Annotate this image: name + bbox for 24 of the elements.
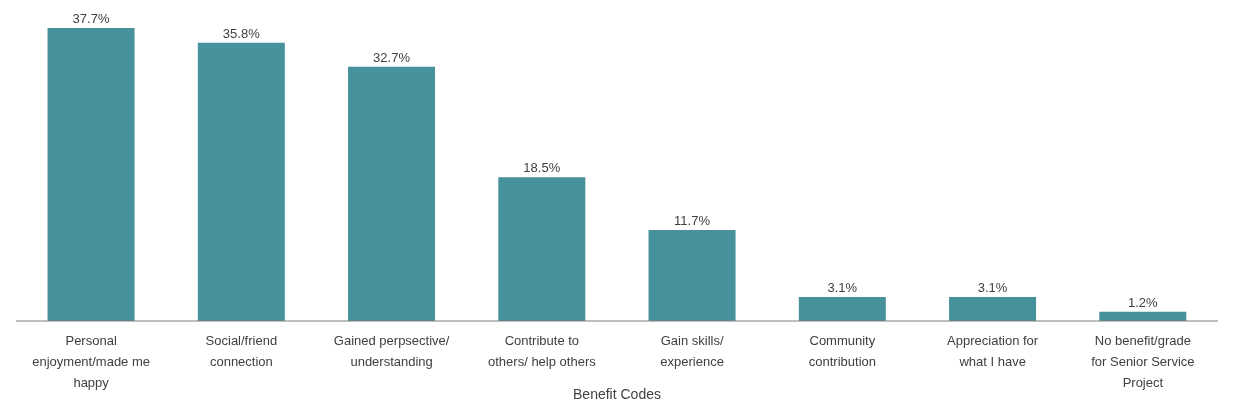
- x-tick-label: Gained perpsective/ understanding: [333, 333, 450, 369]
- data-label: 11.7%: [674, 213, 711, 229]
- bar: [798, 296, 886, 321]
- data-label: 32.7%: [373, 49, 411, 65]
- x-tick-label: Contribute to others/ help others: [488, 333, 597, 369]
- bar: [47, 28, 135, 321]
- bar: [949, 296, 1037, 321]
- x-tick-label: No benefit/grade for Senior Service Project: [1091, 333, 1195, 390]
- data-label: 1.2%: [1127, 294, 1159, 310]
- data-label: 35.8%: [222, 25, 261, 41]
- bar: [348, 66, 436, 321]
- bar: [498, 177, 586, 321]
- data-label: 18.5%: [523, 160, 561, 176]
- x-axis-title: Benefit Codes: [573, 385, 661, 402]
- x-tick-label: Personal enjoyment/made me happy: [32, 333, 151, 390]
- x-tick-label: Appreciation for what I have: [947, 333, 1039, 369]
- data-label: 37.7%: [72, 11, 110, 26]
- x-tick-label: Community contribution: [808, 333, 876, 369]
- data-label: 3.1%: [977, 279, 1008, 295]
- data-label: 3.1%: [827, 279, 858, 295]
- bar: [648, 230, 736, 321]
- x-tick-label: Gain skills/ experience: [660, 333, 724, 369]
- x-tick-label: Social/friend connection: [205, 333, 278, 369]
- bar: [197, 42, 285, 321]
